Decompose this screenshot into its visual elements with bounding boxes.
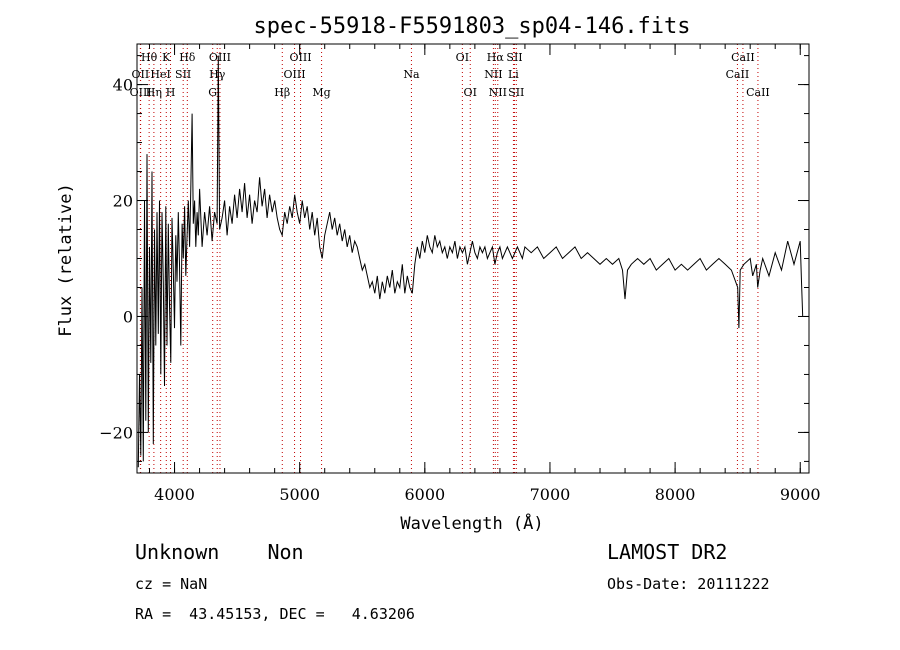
emission-line-label: Mg <box>312 86 330 99</box>
emission-line-label: OIII <box>209 51 231 64</box>
spectrum-series <box>137 55 804 468</box>
chart-title: spec-55918-F5591803_sp04-146.fits <box>253 14 690 39</box>
emission-line-label: Hβ <box>274 86 290 99</box>
emission-line-label: SII <box>506 51 522 64</box>
x-tick-label: 5000 <box>279 485 320 504</box>
y-tick-label: 40 <box>113 76 133 95</box>
y-tick-label: 0 <box>123 307 133 326</box>
y-tick-label: −20 <box>99 423 133 442</box>
x-axis-label: Wavelength (Å) <box>400 512 543 534</box>
y-axis-label: Flux (relative) <box>56 183 76 337</box>
emission-line-label: G <box>208 86 217 99</box>
classification-text: Unknown Non <box>135 540 304 564</box>
emission-line-label: K <box>162 51 171 64</box>
emission-line-label: OI <box>464 86 477 99</box>
observation-date: Obs-Date: 20111222 <box>607 575 770 593</box>
emission-line-label: OI <box>456 51 469 64</box>
emission-line-label: OIII <box>284 68 306 81</box>
x-tick-label: 7000 <box>530 485 571 504</box>
emission-line-label: OIII <box>290 51 312 64</box>
emission-line-label: SII <box>508 86 524 99</box>
emission-line-label: Hθ <box>141 51 158 64</box>
spectrum-line <box>137 55 804 468</box>
emission-line-label: OIII <box>130 86 152 99</box>
axis-tick-labels: 4000 5000 6000 7000 8000 9000 −20 0 20 40 <box>99 76 820 504</box>
x-tick-label: 9000 <box>780 485 821 504</box>
x-tick-label: 6000 <box>404 485 445 504</box>
emission-line-label: H <box>166 86 176 99</box>
emission-line-label: Hγ <box>209 68 226 81</box>
emission-line-label: CaII <box>726 68 750 81</box>
emission-line-label: HeI <box>150 68 170 81</box>
x-tick-label: 4000 <box>154 485 195 504</box>
emission-line-label: SII <box>175 68 191 81</box>
emission-line-label: Hα <box>487 51 505 64</box>
emission-line-label: CaII <box>731 51 755 64</box>
emission-line-label: Hη <box>146 86 162 99</box>
coordinates-text: RA = 43.45153, DEC = 4.63206 <box>135 605 415 623</box>
x-tick-label: 8000 <box>655 485 696 504</box>
plot-frame <box>136 43 810 474</box>
emission-line-label: Na <box>403 68 420 81</box>
survey-name: LAMOST DR2 <box>607 540 728 564</box>
emission-line-markers <box>139 44 759 473</box>
emission-line-label: Li <box>508 68 519 81</box>
redshift-text: cz = NaN <box>135 575 208 593</box>
emission-line-label: NII <box>484 68 502 81</box>
axis-ticks <box>137 44 809 473</box>
emission-line-label: NII <box>489 86 507 99</box>
emission-line-label: Hδ <box>179 51 196 64</box>
emission-line-label: OII <box>132 68 150 81</box>
emission-line-label: CaII <box>746 86 770 99</box>
y-tick-label: 20 <box>113 192 133 211</box>
